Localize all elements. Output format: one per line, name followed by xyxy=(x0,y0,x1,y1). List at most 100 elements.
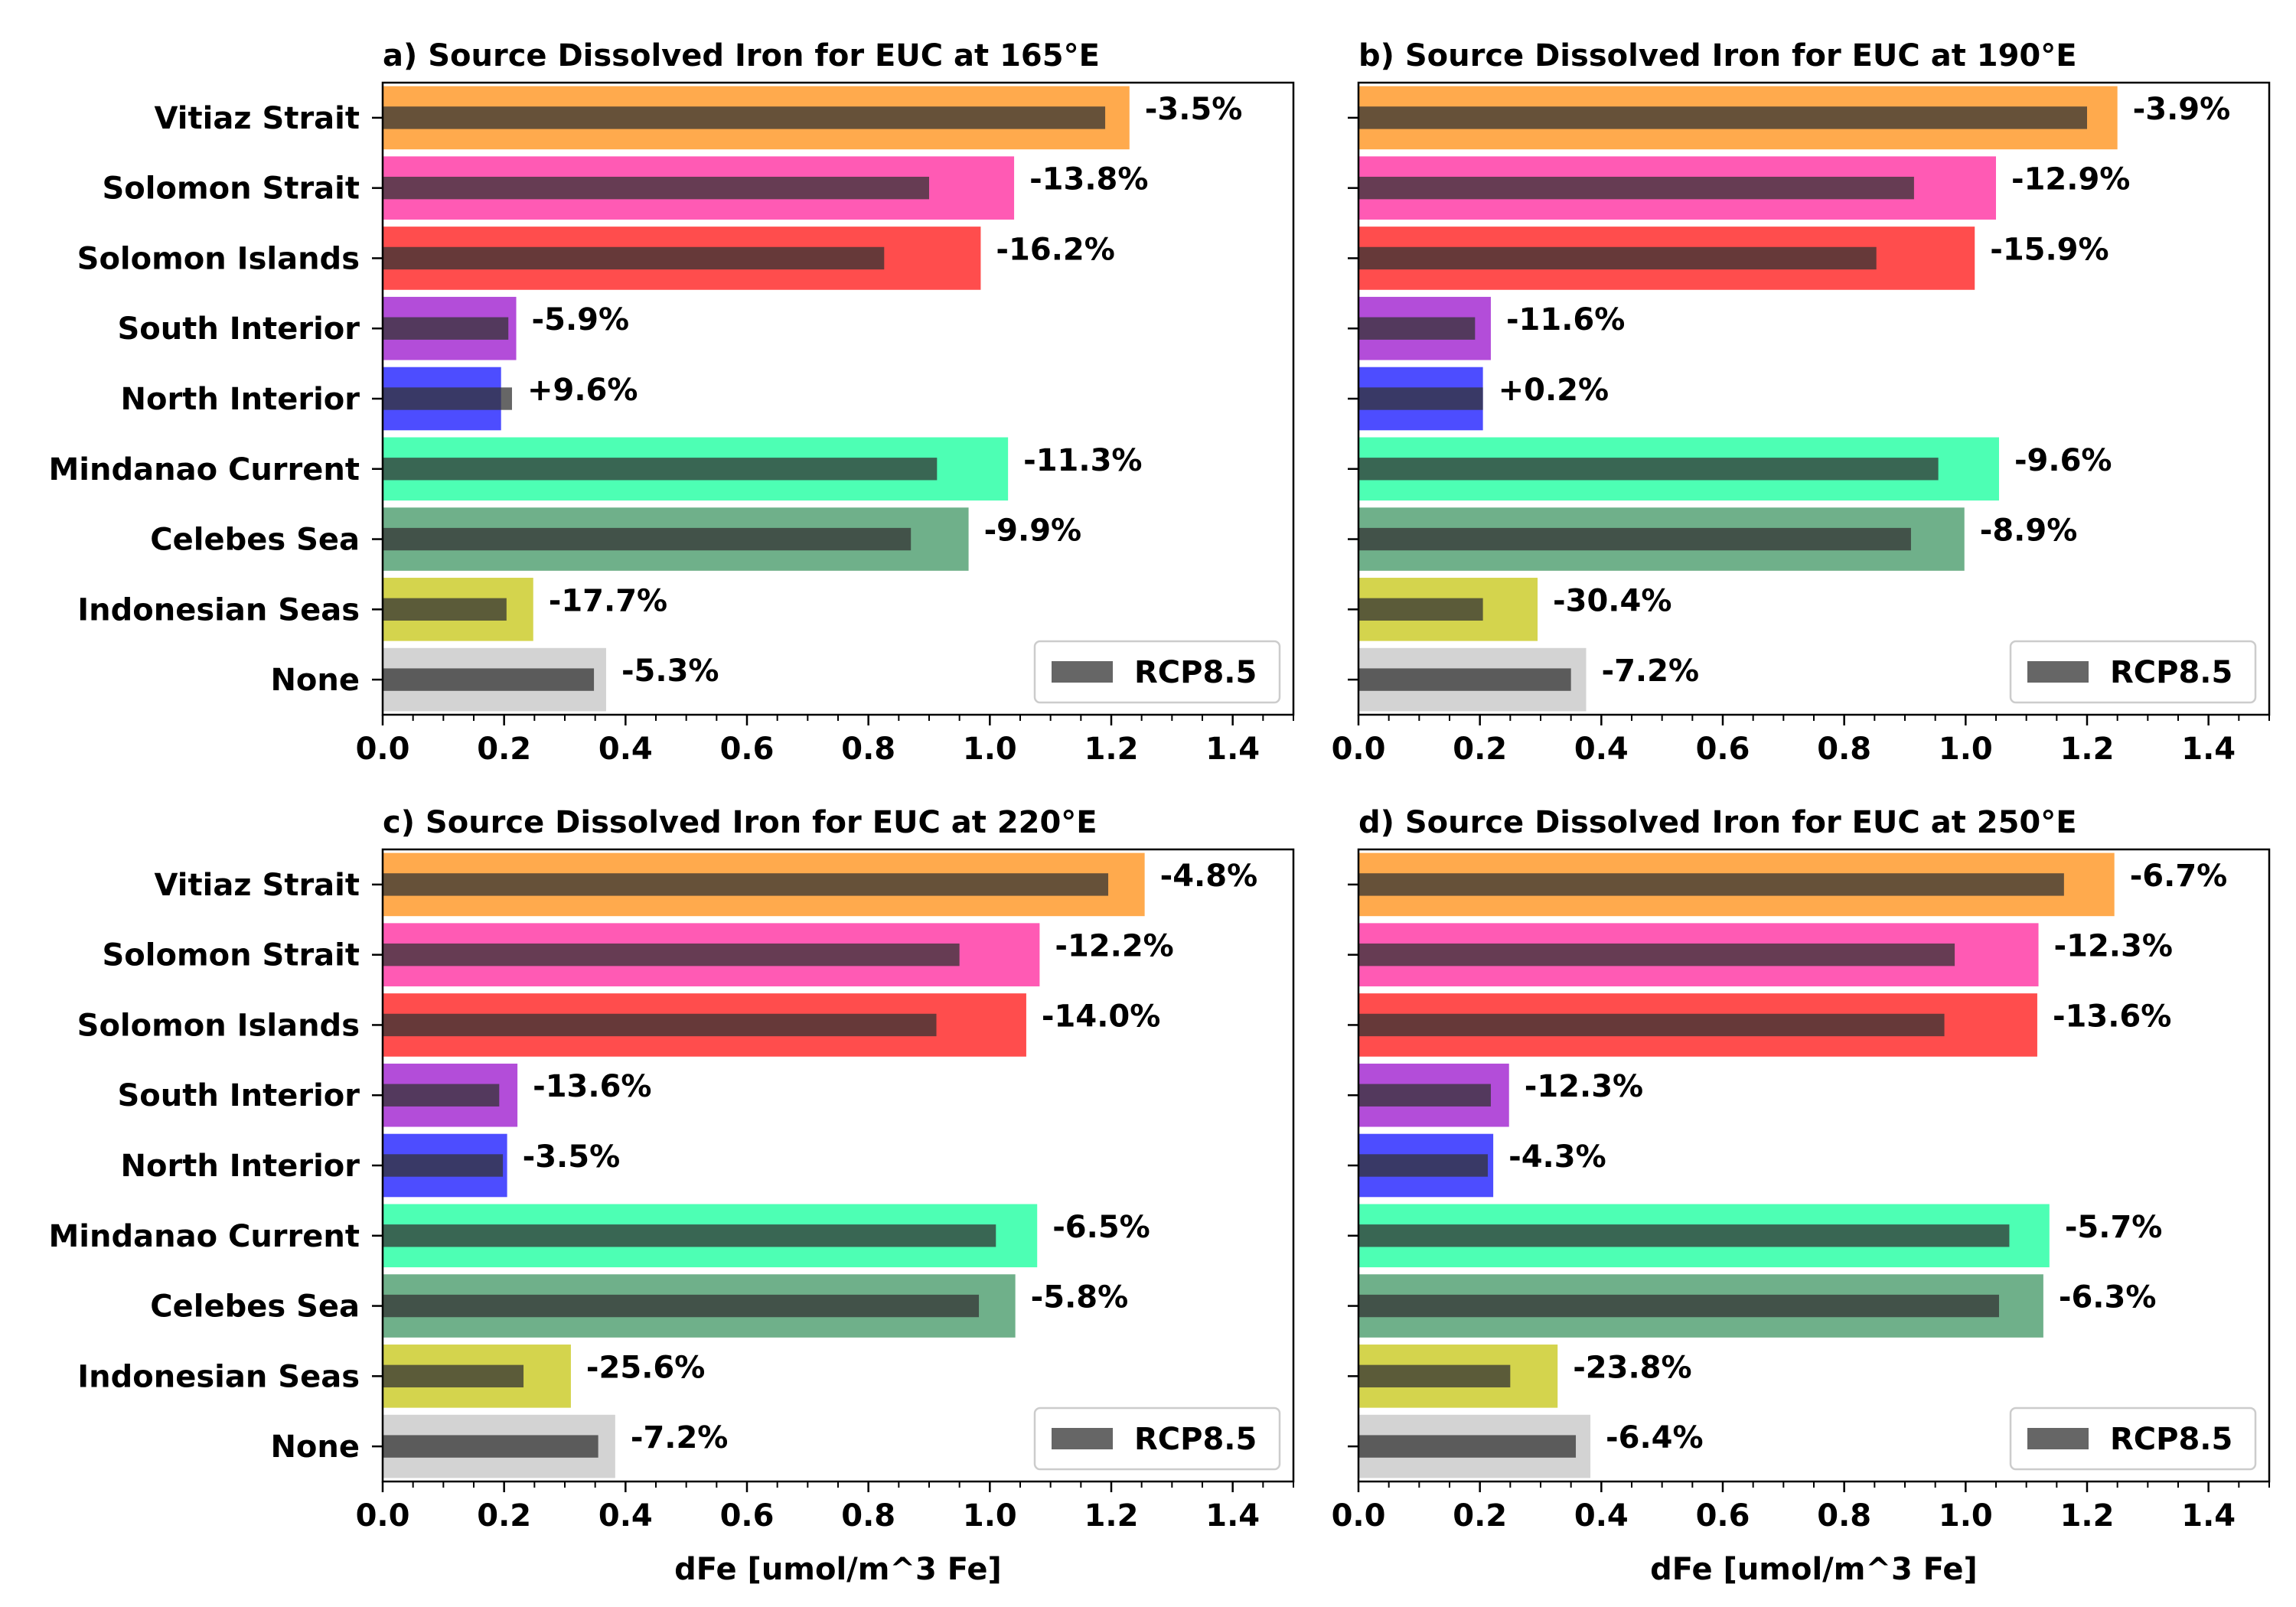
change-label: -5.7% xyxy=(2065,1210,2163,1245)
x-tick-label: 0.2 xyxy=(477,1498,531,1534)
legend: RCP8.5 xyxy=(2009,640,2257,704)
legend-box xyxy=(1033,1407,1281,1471)
legend-box xyxy=(2009,1407,2257,1471)
x-tick-label: 0.2 xyxy=(477,732,531,767)
change-label: -6.3% xyxy=(2059,1280,2157,1315)
change-label: -8.9% xyxy=(1980,513,2078,549)
legend-box xyxy=(1033,640,1281,704)
x-tick-label: 0.4 xyxy=(1574,1498,1629,1534)
x-tick-label: 0.0 xyxy=(1332,732,1386,767)
x-tick-label: 0.8 xyxy=(841,732,895,767)
x-tick-label: 1.0 xyxy=(1939,732,1993,767)
chart-title: c) Source Dissolved Iron for EUC at 220°… xyxy=(383,805,1097,840)
category-label: Vitiaz Strait xyxy=(155,868,360,903)
bar-rcp85 xyxy=(1358,317,1476,340)
bar-rcp85 xyxy=(1358,176,1914,200)
category-label: Solomon Strait xyxy=(102,938,360,973)
legend-box xyxy=(2009,640,2257,704)
change-label: -15.9% xyxy=(1990,232,2108,267)
bar-rcp85 xyxy=(383,317,509,340)
bar-rcp85 xyxy=(383,106,1106,129)
change-label: -13.8% xyxy=(1029,162,1148,197)
category-label: Celebes Sea xyxy=(150,523,360,558)
bar-rcp85 xyxy=(383,246,885,270)
x-tick-label: 0.4 xyxy=(1574,732,1629,767)
category-label: None xyxy=(270,1429,360,1465)
bar-rcp85 xyxy=(383,458,938,481)
bar-rcp85 xyxy=(383,598,507,621)
x-tick-label: 0.6 xyxy=(720,732,775,767)
change-label: -7.2% xyxy=(1602,654,1700,689)
category-label: South Interior xyxy=(117,1078,360,1113)
bar-rcp85 xyxy=(383,1154,504,1177)
chart-panel-1: b) Source Dissolved Iron for EUC at 190°… xyxy=(1332,38,2271,767)
bar-rcp85 xyxy=(1358,1013,1945,1037)
legend-label: RCP8.5 xyxy=(1134,655,1257,690)
x-tick-label: 0.6 xyxy=(720,1498,775,1534)
change-label: -5.9% xyxy=(532,302,630,337)
x-axis-label: dFe [umol/m^3 Fe] xyxy=(674,1552,1002,1587)
bar-rcp85 xyxy=(383,176,929,200)
bar-rcp85 xyxy=(383,1084,500,1107)
category-label: None xyxy=(270,663,360,698)
category-label: Mindanao Current xyxy=(48,1219,360,1254)
x-tick-label: 1.4 xyxy=(2181,1498,2236,1534)
change-label: -6.7% xyxy=(2130,859,2228,894)
bar-rcp85 xyxy=(383,873,1109,896)
x-tick-label: 0.4 xyxy=(598,1498,653,1534)
category-label: Solomon Islands xyxy=(77,1008,360,1043)
x-tick-label: 0.8 xyxy=(841,1498,895,1534)
chart-title: b) Source Dissolved Iron for EUC at 190°… xyxy=(1358,38,2077,73)
bar-rcp85 xyxy=(1358,1224,2010,1247)
bar-rcp85 xyxy=(1358,668,1571,691)
change-label: -3.5% xyxy=(523,1139,621,1175)
x-tick-label: 1.2 xyxy=(2060,1498,2115,1534)
chart-title: a) Source Dissolved Iron for EUC at 165°… xyxy=(383,38,1100,73)
category-label: Indonesian Seas xyxy=(77,1359,360,1394)
x-tick-label: 1.0 xyxy=(963,732,1017,767)
change-label: -16.2% xyxy=(996,232,1114,267)
x-tick-label: 0.2 xyxy=(1453,732,1507,767)
bar-rcp85 xyxy=(1358,1364,1511,1388)
change-label: -12.3% xyxy=(2054,929,2173,964)
category-label: South Interior xyxy=(117,311,360,347)
bar-rcp85 xyxy=(383,943,960,966)
change-label: -17.7% xyxy=(549,583,667,618)
bar-rcp85 xyxy=(383,668,595,691)
x-tick-label: 1.0 xyxy=(963,1498,1017,1534)
x-axis-label: dFe [umol/m^3 Fe] xyxy=(1650,1552,1978,1587)
change-label: -6.4% xyxy=(1606,1420,1704,1455)
change-label: -3.5% xyxy=(1145,92,1243,127)
x-tick-label: 1.0 xyxy=(1939,1498,1993,1534)
change-label: +0.2% xyxy=(1499,373,1609,408)
change-label: -3.9% xyxy=(2133,92,2231,127)
x-tick-label: 0.8 xyxy=(1817,1498,1871,1534)
chart-title: d) Source Dissolved Iron for EUC at 250°… xyxy=(1358,805,2077,840)
bar-rcp85 xyxy=(1358,527,1911,551)
bar-rcp85 xyxy=(383,1224,996,1247)
change-label: -11.6% xyxy=(1506,302,1625,337)
change-label: -14.0% xyxy=(1042,999,1160,1034)
change-label: -4.8% xyxy=(1160,859,1258,894)
x-tick-label: 0.0 xyxy=(356,1498,410,1534)
legend: RCP8.5 xyxy=(1033,1407,1281,1471)
change-label: -11.3% xyxy=(1023,443,1142,478)
change-label: -13.6% xyxy=(533,1069,651,1104)
x-tick-label: 1.4 xyxy=(1205,1498,1260,1534)
bar-rcp85 xyxy=(1358,1435,1577,1458)
legend-swatch xyxy=(2027,1428,2089,1449)
x-tick-label: 0.6 xyxy=(1696,1498,1750,1534)
legend-label: RCP8.5 xyxy=(1134,1422,1257,1457)
x-tick-label: 1.4 xyxy=(1205,732,1260,767)
category-label: North Interior xyxy=(121,1149,360,1184)
change-label: -9.9% xyxy=(984,513,1082,549)
x-tick-label: 1.2 xyxy=(1084,1498,1139,1534)
bar-rcp85 xyxy=(383,1013,937,1037)
category-label: Indonesian Seas xyxy=(77,592,360,627)
legend: RCP8.5 xyxy=(1033,640,1281,704)
change-label: -5.3% xyxy=(621,654,719,689)
x-tick-label: 0.4 xyxy=(598,732,653,767)
bar-rcp85 xyxy=(1358,1084,1491,1107)
x-tick-label: 1.2 xyxy=(1084,732,1139,767)
category-label: Vitiaz Strait xyxy=(155,101,360,136)
